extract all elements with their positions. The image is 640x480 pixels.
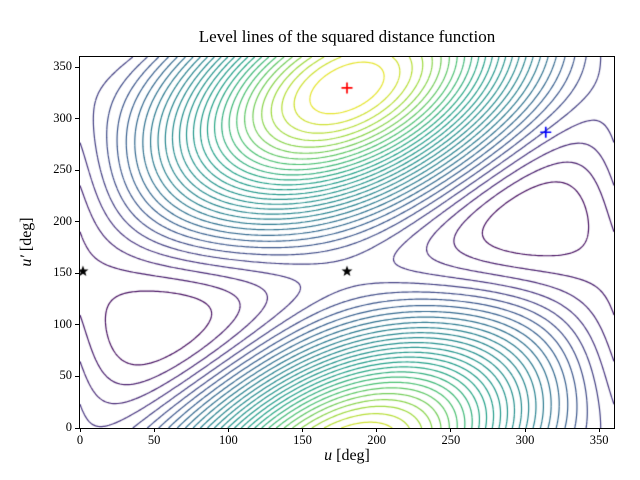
y-tick-label: 100 xyxy=(53,316,72,331)
y-axis-label-unit: [deg] xyxy=(18,217,35,256)
x-tick xyxy=(376,428,378,432)
y-axis-label-var: u′ xyxy=(18,255,35,267)
chart-title: Level lines of the squared distance func… xyxy=(198,27,496,46)
y-tick-label: 200 xyxy=(53,213,72,228)
contour-canvas xyxy=(80,57,614,428)
x-tick xyxy=(302,428,303,432)
y-tick xyxy=(75,66,79,68)
y-tick-label: 300 xyxy=(53,110,72,125)
x-tick-label: 300 xyxy=(515,433,535,447)
x-axis-label-var: u xyxy=(324,447,333,464)
y-tick xyxy=(75,375,79,377)
x-tick-label: 250 xyxy=(441,433,461,447)
x-tick xyxy=(79,428,81,432)
x-tick xyxy=(153,428,155,432)
y-tick xyxy=(75,221,79,223)
x-tick-label: 50 xyxy=(147,433,161,447)
x-tick xyxy=(450,428,452,432)
x-tick xyxy=(227,428,229,432)
x-axis-label: u [deg] xyxy=(80,447,614,465)
x-tick-label: 100 xyxy=(218,433,238,447)
y-tick-label: 150 xyxy=(53,265,72,280)
x-tick-label: 350 xyxy=(589,433,609,447)
y-tick xyxy=(75,324,79,326)
y-tick-label: 250 xyxy=(53,162,72,177)
y-axis-label: u′ [deg] xyxy=(18,217,36,266)
y-tick-label: 0 xyxy=(65,420,72,434)
y-tick xyxy=(75,118,79,120)
y-tick xyxy=(75,427,79,429)
x-tick xyxy=(524,428,526,432)
y-tick-label: 50 xyxy=(59,368,73,383)
x-tick xyxy=(598,428,600,432)
x-axis-label-unit: [deg] xyxy=(332,447,370,464)
y-tick xyxy=(75,169,79,171)
x-tick-label: 200 xyxy=(367,433,387,447)
x-tick-label: 150 xyxy=(293,433,312,447)
y-tick xyxy=(75,272,79,274)
y-tick-label: 350 xyxy=(53,59,72,74)
x-tick-label: 0 xyxy=(76,433,84,447)
